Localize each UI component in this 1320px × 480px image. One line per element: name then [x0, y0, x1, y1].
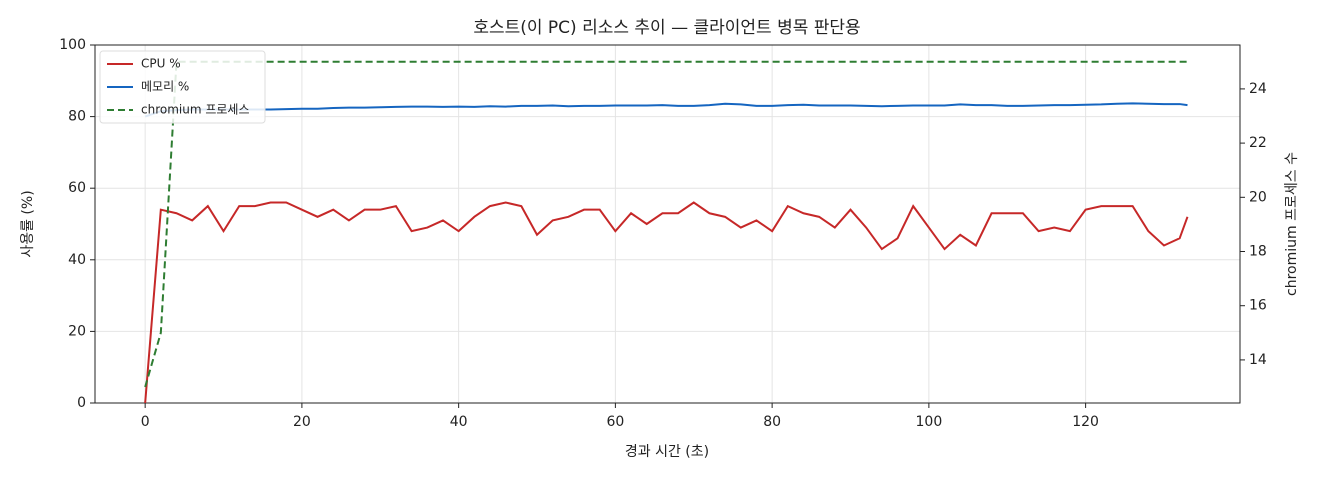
y2-tick-label: 20: [1249, 189, 1267, 205]
legend-label: 메모리 %: [141, 80, 189, 94]
chart-title: 호스트(이 PC) 리소스 추이 — 클라이언트 병목 판단용: [473, 18, 860, 38]
y2-axis-label: chromium 프로세스 수: [1284, 152, 1300, 296]
x-tick-label: 40: [450, 414, 468, 430]
x-tick-label: 80: [763, 414, 781, 430]
series-line: [144, 201, 1189, 404]
plot-frame: [94, 44, 1241, 404]
y-tick-label: 0: [77, 395, 86, 411]
y-axis-label: 사용률 (%): [20, 190, 36, 257]
y2-tick-label: 14: [1249, 352, 1267, 368]
series-line: [144, 60, 1188, 388]
y-tick-label: 40: [68, 252, 86, 268]
x-tick-label: 0: [141, 414, 150, 430]
y2-tick-label: 24: [1249, 81, 1267, 97]
x-axis-label: 경과 시간 (초): [625, 444, 709, 460]
y2-tick-label: 16: [1249, 298, 1267, 314]
x-tick-label: 20: [293, 414, 311, 430]
series-line: [144, 102, 1188, 118]
y-tick-label: 80: [68, 109, 86, 125]
legend-label: CPU %: [141, 57, 181, 71]
x-tick-label: 60: [606, 414, 624, 430]
legend-box: [99, 50, 266, 124]
y-tick-label: 60: [68, 180, 86, 196]
legend-label: chromium 프로세스: [141, 103, 250, 117]
y-tick-label: 100: [59, 37, 86, 53]
x-tick-label: 100: [916, 414, 943, 430]
y-tick-label: 20: [68, 323, 86, 339]
y2-tick-label: 18: [1249, 244, 1267, 260]
y2-tick-label: 22: [1249, 135, 1267, 151]
x-tick-label: 120: [1072, 414, 1099, 430]
